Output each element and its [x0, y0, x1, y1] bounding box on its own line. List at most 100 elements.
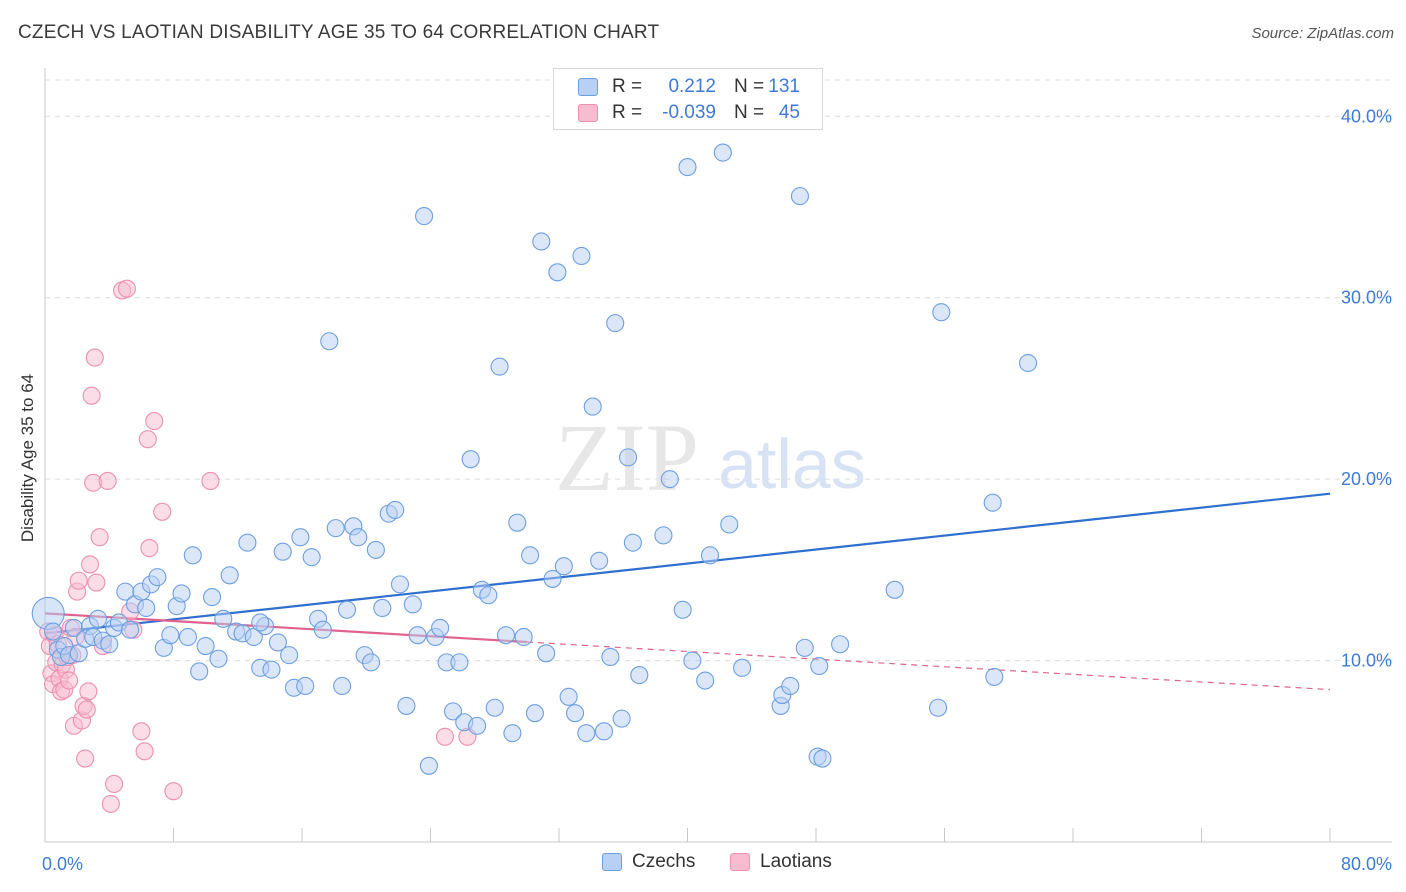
czechs-point-43	[273, 542, 292, 561]
laotians-point-13	[60, 671, 79, 690]
czechs-point-126	[932, 303, 951, 322]
grid-lines	[45, 79, 1392, 662]
laotians-point-34	[105, 774, 124, 793]
czechs-point-94	[572, 246, 591, 266]
czechs-point-87	[532, 232, 551, 251]
czechs-point-48	[302, 548, 321, 567]
czechs-point-88	[537, 644, 556, 663]
czechs-point-51	[320, 332, 339, 351]
czechs-point-102	[619, 448, 638, 467]
czechs-point-104	[630, 666, 649, 685]
czechs-point-103	[623, 533, 642, 552]
czechs-trend-line	[44, 492, 1331, 635]
chart-title: CZECH VS LAOTIAN DISABILITY AGE 35 TO 64…	[18, 22, 660, 43]
czechs-point-67	[415, 207, 434, 226]
laotians-legend-label: Laotians	[760, 851, 832, 872]
legend-n-label: N =	[734, 76, 765, 97]
czechs-point-130	[251, 613, 270, 632]
czechs-point-50	[313, 620, 332, 639]
czechs-swatch	[602, 853, 622, 871]
czechs-point-68	[419, 756, 438, 775]
czechs-point-106	[660, 470, 679, 489]
laotians-point-32	[98, 471, 117, 491]
czechs-point-98	[594, 722, 614, 741]
laotians-point-26	[82, 386, 101, 405]
czechs-point-32	[209, 649, 228, 668]
czechs-point-122	[813, 749, 832, 768]
laotians-point-44	[153, 502, 172, 521]
czechs-point-64	[397, 696, 416, 715]
czechs-point-1	[43, 622, 63, 641]
czechs-point-65	[403, 595, 422, 614]
czechs-point-82	[503, 724, 522, 743]
czechs-point-54	[337, 600, 357, 619]
legend-r-value: -0.039	[662, 102, 716, 123]
czechs-point-86	[525, 704, 544, 723]
laotians-point-30	[90, 528, 109, 547]
czechs-point-92	[559, 687, 578, 706]
legend-r-label: R =	[612, 102, 643, 123]
czechs-point-97	[590, 551, 609, 570]
legend-r-label: R =	[612, 76, 643, 97]
laotians-point-43	[145, 412, 164, 431]
czechs-point-47	[296, 676, 315, 696]
czechs-point-66	[408, 626, 427, 645]
czechs-point-109	[683, 651, 702, 670]
czechs-point-118	[790, 187, 809, 206]
czechs-point-89	[543, 569, 562, 588]
czechs-point-17	[121, 620, 140, 639]
laotians-point-47	[435, 727, 455, 746]
czechs-point-27	[178, 627, 198, 647]
czechs-point-76	[468, 716, 487, 735]
legend-n-value: 45	[778, 102, 800, 123]
czechs-point-37	[238, 533, 257, 552]
tick-labels: 10.0% 20.0% 30.0% 40.0% 0.0% 80.0%	[42, 106, 1392, 874]
legend-r-value: 0.212	[668, 76, 716, 97]
czechs-point-107	[673, 600, 692, 619]
y-tick-label-1: 20.0%	[1341, 469, 1392, 489]
laotians-trend-line-extension	[526, 641, 1331, 691]
legend-n-label: N =	[734, 102, 765, 123]
y-tick-label-2: 30.0%	[1341, 288, 1392, 308]
czechs-point-42	[268, 633, 287, 652]
czechs-point-99	[601, 647, 620, 666]
czechs-point-11	[88, 609, 108, 628]
laotians-point-24	[79, 682, 98, 701]
czechs-point-53	[333, 676, 352, 696]
czechs-point-84	[514, 627, 533, 647]
watermark: ZIP atlas	[555, 404, 866, 511]
czechs-point-34	[220, 566, 239, 585]
czechs-point-22	[148, 568, 167, 587]
watermark-atlas: atlas	[718, 425, 866, 503]
laotians-swatch	[578, 104, 598, 122]
czechs-point-123	[831, 635, 850, 654]
czechs-point-58	[362, 653, 381, 672]
czechs-point-121	[810, 656, 829, 676]
czechs-point-28	[183, 546, 202, 565]
czechs-legend-label: Czechs	[632, 851, 696, 872]
laotians-point-19	[69, 571, 88, 590]
czechs-point-31	[203, 588, 222, 607]
czechs-point-85	[521, 546, 540, 565]
laotians-point-42	[140, 539, 159, 558]
czechs-point-59	[366, 540, 385, 559]
czechs-point-78	[479, 586, 498, 605]
czechs-point-75	[461, 450, 480, 469]
axes	[44, 68, 1392, 843]
laotians-point-33	[101, 794, 120, 813]
czechs-point-101	[612, 709, 631, 728]
czechs-point-117	[781, 676, 800, 696]
laotians-point-41	[138, 430, 157, 449]
czechs-point-96	[583, 397, 602, 416]
laotians-point-25	[80, 555, 100, 574]
czechs-point-56	[349, 528, 368, 547]
czechs-point-60	[373, 598, 392, 618]
czechs-point-72	[443, 702, 463, 721]
czechs-point-105	[654, 526, 673, 545]
czechs-point-70	[431, 618, 450, 637]
czechs-point-127	[983, 493, 1002, 512]
czechs-point-29	[190, 662, 209, 681]
czechs-point-80	[490, 357, 509, 376]
czechs-point-26	[172, 584, 191, 603]
laotians-point-28	[85, 348, 104, 367]
